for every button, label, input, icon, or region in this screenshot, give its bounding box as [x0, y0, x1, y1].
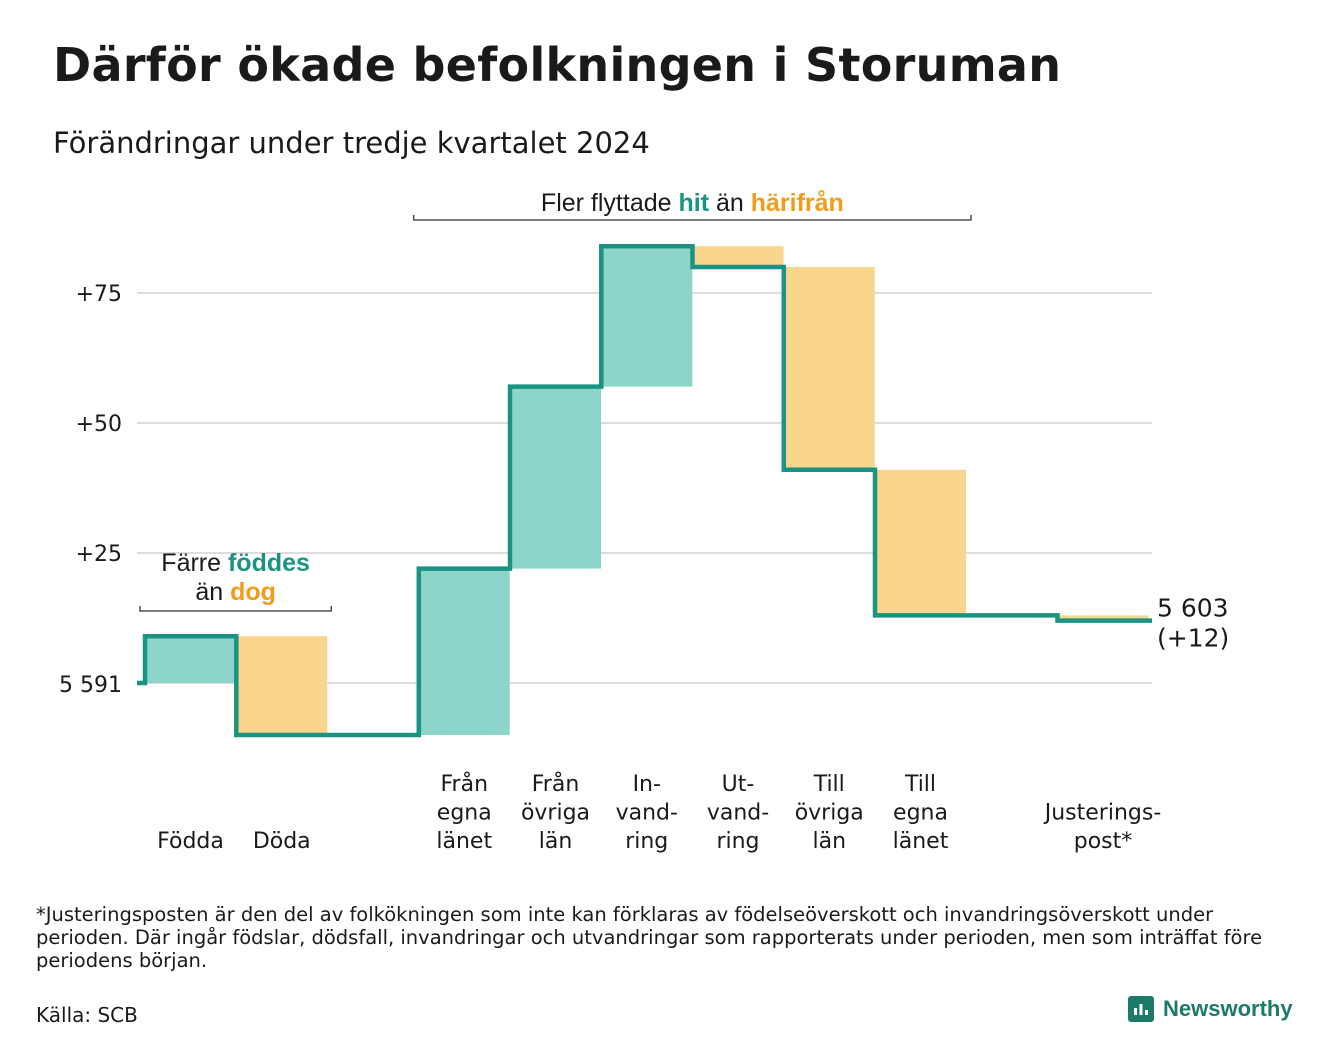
chart-title: Därför ökade befolkningen i Storuman	[53, 38, 1062, 92]
x-label-6-1: övriga	[795, 801, 864, 826]
x-label-3-1: övriga	[521, 801, 590, 826]
x-label-4-2: ring	[625, 829, 668, 854]
x-label-2-1: egna	[437, 801, 492, 826]
x-label-3-2: län	[539, 829, 573, 854]
x-label-2-2: länet	[436, 829, 492, 854]
x-label-8-1: post*	[1074, 829, 1133, 854]
births-deaths-bracket	[139, 606, 332, 612]
bar-7	[875, 469, 966, 616]
x-label-5-1: vand-	[707, 801, 769, 826]
bar-5	[692, 246, 784, 267]
bar-3	[510, 386, 601, 569]
bar-8	[1057, 615, 1149, 621]
x-label-6-0: Till	[813, 772, 845, 797]
waterfall-chart: +25 +50 +75 5 591 5 603(+12) Färre föddesän …	[59, 189, 1229, 854]
x-label-7-1: egna	[893, 801, 948, 826]
x-label-4-1: vand-	[616, 801, 678, 826]
bars	[145, 246, 1149, 735]
bar-6	[783, 267, 875, 470]
bar-2	[418, 568, 510, 735]
y-axis-labels: +25 +50 +75 5 591	[59, 282, 122, 698]
x-label-8-0: Justerings-	[1043, 801, 1162, 826]
y-tick-label-0: +25	[76, 542, 122, 567]
source-label: Källa: SCB	[36, 1003, 138, 1027]
brand-logo[interactable]: Newsworthy	[1128, 996, 1293, 1022]
bar-1	[236, 636, 328, 735]
x-label-4-0: In-	[633, 772, 661, 797]
x-label-3-0: Från	[532, 771, 580, 797]
x-axis-labels: Födda Döda Från egna länet Från övriga län In-va…	[157, 771, 1161, 854]
newsworthy-logo-icon	[1128, 996, 1154, 1022]
bar-4	[601, 246, 693, 387]
x-label-7-2: länet	[893, 829, 949, 854]
migration-annotation: Fler flyttade hit än härifrån	[541, 189, 844, 217]
births-annotation-line1: Färre föddes	[161, 549, 310, 577]
x-label-5-2: ring	[716, 829, 759, 854]
end-change-label: (+12)	[1157, 624, 1229, 653]
waterfall-step-line	[137, 243, 1152, 738]
step-line-group	[137, 243, 1152, 738]
migration-bracket	[413, 215, 972, 221]
y-start-label: 5 591	[59, 673, 122, 698]
x-label-0-0: Födda	[157, 829, 224, 854]
x-label-1-0: Döda	[253, 829, 311, 854]
bar-0	[145, 636, 236, 683]
x-label-2-0: Från	[440, 771, 488, 797]
y-tick-label-1: +50	[76, 412, 122, 437]
end-value-label: 5 603	[1157, 594, 1229, 623]
chart-subtitle: Förändringar under tredje kvartalet 2024	[53, 126, 650, 160]
brand-name: Newsworthy	[1163, 996, 1293, 1021]
births-annotation-line2: än dog	[195, 578, 276, 606]
x-label-5-0: Ut-	[722, 772, 755, 797]
x-label-6-2: län	[812, 829, 846, 854]
x-label-7-0: Till	[904, 772, 936, 797]
y-tick-label-2: +75	[76, 282, 122, 307]
footnote: *Justeringsposten är den del av folkökni…	[36, 903, 1263, 972]
